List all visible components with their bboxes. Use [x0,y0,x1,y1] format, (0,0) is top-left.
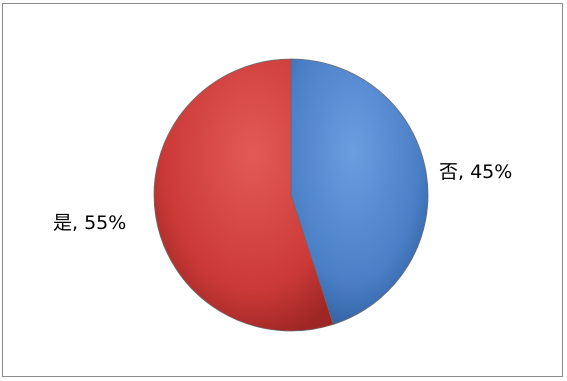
pie-slice-no [290,58,429,325]
pie-slice-yes [153,58,334,332]
data-label-yes: 是, 55% [53,212,126,234]
data-label-no: 否, 45% [439,161,512,183]
